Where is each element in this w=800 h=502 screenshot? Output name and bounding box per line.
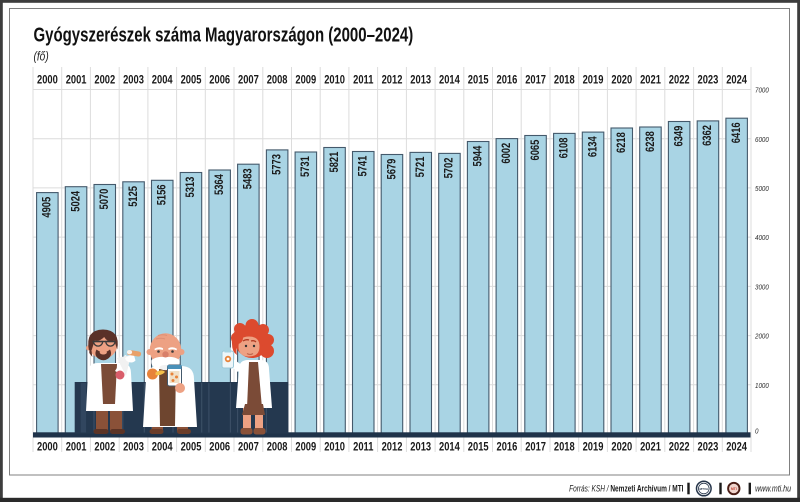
svg-text:2006: 2006 [209, 440, 230, 453]
svg-text:6218: 6218 [615, 132, 628, 153]
svg-text:2008: 2008 [267, 73, 288, 86]
svg-text:1000: 1000 [755, 382, 769, 390]
svg-text:2005: 2005 [181, 73, 202, 86]
svg-text:2021: 2021 [640, 73, 661, 86]
svg-text:2014: 2014 [439, 73, 460, 86]
svg-text:2001: 2001 [66, 73, 87, 86]
svg-text:5483: 5483 [242, 168, 255, 189]
svg-text:5773: 5773 [270, 154, 283, 175]
svg-text:5731: 5731 [299, 156, 312, 177]
svg-text:6416: 6416 [730, 122, 743, 143]
svg-text:Forrás: KSH / Nemzeti Archívum: Forrás: KSH / Nemzeti Archívum / MTI [569, 483, 683, 493]
svg-text:2011: 2011 [353, 440, 373, 453]
svg-text:5313: 5313 [184, 177, 197, 198]
svg-text:3000: 3000 [755, 284, 769, 292]
svg-text:5702: 5702 [443, 158, 456, 179]
svg-text:MTVA: MTVA [700, 487, 709, 491]
svg-text:2016: 2016 [496, 73, 517, 86]
svg-text:2013: 2013 [410, 440, 431, 453]
svg-text:(fő): (fő) [34, 49, 49, 63]
svg-text:2018: 2018 [554, 73, 575, 86]
svg-text:2022: 2022 [669, 73, 690, 86]
svg-text:5944: 5944 [471, 146, 484, 167]
svg-text:7000: 7000 [755, 87, 769, 95]
svg-text:MTI: MTI [731, 487, 737, 491]
svg-text:2008: 2008 [267, 440, 288, 453]
svg-text:6238: 6238 [644, 131, 657, 152]
svg-text:4000: 4000 [755, 235, 769, 243]
svg-text:2024: 2024 [726, 440, 747, 453]
svg-text:5679: 5679 [385, 159, 398, 180]
svg-text:6108: 6108 [558, 138, 571, 159]
svg-text:5741: 5741 [357, 156, 370, 177]
svg-text:2012: 2012 [382, 73, 403, 86]
svg-text:2004: 2004 [152, 440, 173, 453]
svg-text:2001: 2001 [66, 440, 87, 453]
svg-text:2005: 2005 [181, 440, 202, 453]
svg-text:2011: 2011 [353, 73, 373, 86]
svg-text:2020: 2020 [611, 440, 632, 453]
svg-text:2019: 2019 [583, 73, 604, 86]
svg-text:5364: 5364 [213, 174, 226, 195]
svg-text:2020: 2020 [611, 73, 632, 86]
svg-text:2021: 2021 [640, 440, 661, 453]
svg-text:5125: 5125 [127, 186, 140, 207]
svg-text:4905: 4905 [41, 197, 54, 218]
svg-text:2003: 2003 [123, 73, 144, 86]
svg-text:6002: 6002 [500, 143, 513, 164]
svg-text:5000: 5000 [755, 186, 769, 194]
svg-text:2023: 2023 [697, 440, 718, 453]
svg-text:5821: 5821 [328, 152, 341, 173]
svg-text:2022: 2022 [669, 440, 690, 453]
svg-text:Gyógyszerészek száma Magyarors: Gyógyszerészek száma Magyarországon (200… [34, 23, 414, 46]
svg-text:6349: 6349 [673, 126, 686, 147]
svg-text:5024: 5024 [69, 191, 82, 212]
svg-text:2018: 2018 [554, 440, 575, 453]
svg-text:2004: 2004 [152, 73, 173, 86]
svg-text:2017: 2017 [525, 73, 546, 86]
svg-text:5156: 5156 [156, 184, 169, 205]
svg-text:2019: 2019 [583, 440, 604, 453]
svg-text:6134: 6134 [586, 136, 599, 157]
svg-text:2000: 2000 [37, 440, 58, 453]
svg-text:2017: 2017 [525, 440, 546, 453]
svg-text:6000: 6000 [755, 136, 769, 144]
svg-text:2013: 2013 [410, 73, 431, 86]
svg-text:2009: 2009 [295, 440, 316, 453]
svg-text:2002: 2002 [94, 440, 115, 453]
svg-text:2023: 2023 [697, 73, 718, 86]
svg-text:6065: 6065 [529, 140, 542, 161]
svg-text:6362: 6362 [701, 125, 714, 146]
svg-text:2015: 2015 [468, 440, 489, 453]
svg-text:2014: 2014 [439, 440, 460, 453]
svg-text:5070: 5070 [98, 189, 111, 210]
svg-text:2000: 2000 [37, 73, 58, 86]
svg-text:2010: 2010 [324, 440, 345, 453]
svg-text:2000: 2000 [754, 333, 769, 341]
svg-text:2007: 2007 [238, 73, 259, 86]
svg-text:2016: 2016 [496, 440, 517, 453]
svg-text:2009: 2009 [295, 73, 316, 86]
svg-text:2012: 2012 [382, 440, 403, 453]
svg-text:2010: 2010 [324, 73, 345, 86]
svg-text:2024: 2024 [726, 73, 747, 86]
svg-text:www.mti.hu: www.mti.hu [755, 484, 791, 494]
svg-text:2002: 2002 [94, 73, 115, 86]
svg-text:2015: 2015 [468, 73, 489, 86]
svg-text:2007: 2007 [238, 440, 259, 453]
svg-text:2006: 2006 [209, 73, 230, 86]
svg-text:2003: 2003 [123, 440, 144, 453]
svg-text:5721: 5721 [414, 157, 427, 178]
svg-text:0: 0 [755, 428, 759, 436]
